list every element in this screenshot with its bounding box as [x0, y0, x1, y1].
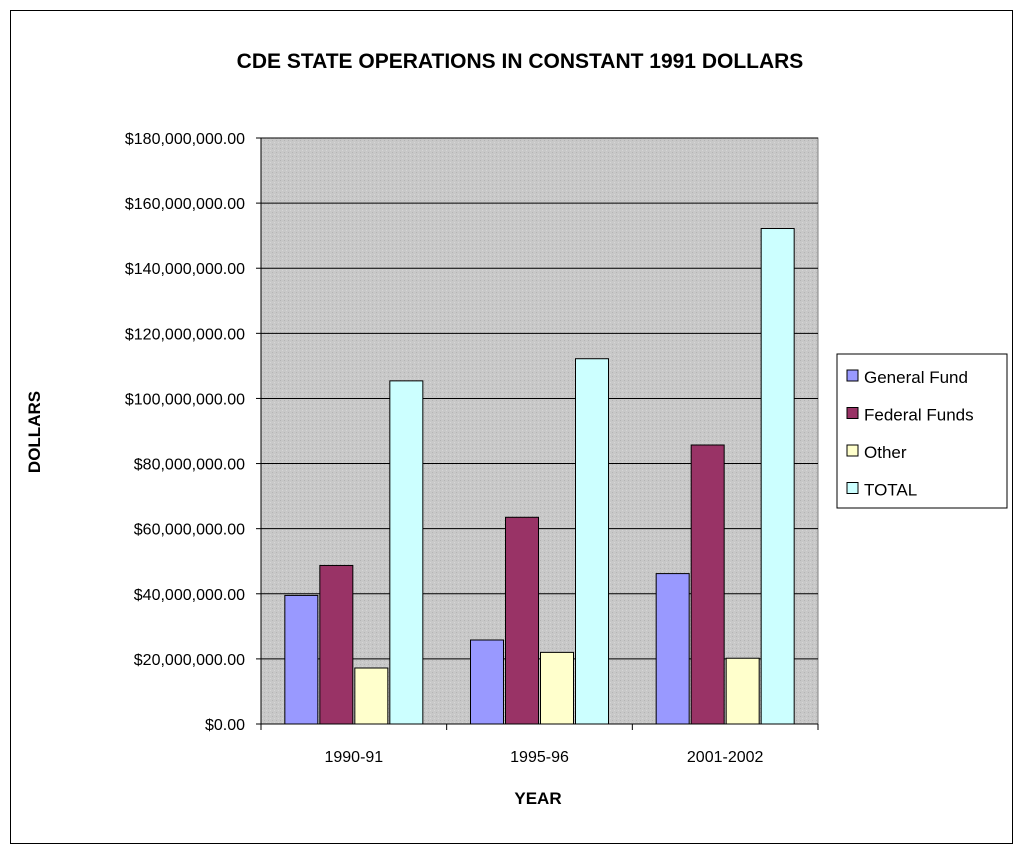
y-tick-label: $80,000,000.00: [134, 457, 245, 474]
y-tick-label: $120,000,000.00: [125, 326, 245, 343]
bar-federal-funds: [319, 564, 354, 725]
y-tick-label: $40,000,000.00: [134, 587, 245, 604]
y-tick-label: $180,000,000.00: [125, 131, 245, 148]
x-axis-ticks: 1990-91 1995-96 2001-2002: [260, 724, 819, 766]
bar-total: [575, 358, 609, 725]
y-tick-label: $20,000,000.00: [134, 652, 245, 669]
legend-swatch: [846, 407, 859, 419]
bar-other: [354, 667, 389, 725]
legend: General Fund Federal Funds Other TOTAL: [836, 353, 1008, 509]
legend-swatch: [846, 482, 859, 494]
bar-general-fund: [284, 594, 319, 725]
y-axis-ticks: $0.00 $20,000,000.00 $40,000,000.00 $60,000…: [125, 131, 261, 734]
bar-total: [389, 380, 424, 725]
x-tick-label: 2001-2002: [687, 749, 764, 766]
legend-label: Other: [864, 443, 907, 462]
x-tick-label: 1990-91: [324, 749, 383, 766]
chart-title: CDE STATE OPERATIONS IN CONSTANT 1991 DO…: [237, 50, 804, 73]
y-tick-label: $0.00: [205, 717, 245, 734]
y-tick-label: $140,000,000.00: [125, 261, 245, 278]
grid-lines: [261, 137, 818, 660]
bar-federal-funds: [505, 516, 539, 725]
bar-other: [540, 651, 574, 725]
legend-label: TOTAL: [864, 481, 917, 500]
x-axis-title: YEAR: [514, 789, 561, 808]
y-axis-title: DOLLARS: [25, 391, 44, 473]
x-tick-label: 1995-96: [510, 749, 569, 766]
y-tick-label: $100,000,000.00: [125, 391, 245, 408]
y-tick-label: $160,000,000.00: [125, 196, 245, 213]
bar-other: [725, 657, 760, 725]
legend-label: General Fund: [864, 368, 968, 387]
legend-swatch: [846, 444, 859, 457]
plot-area: [260, 137, 819, 725]
bar-federal-funds: [690, 444, 725, 725]
bars: [284, 228, 795, 725]
bar-general-fund: [655, 573, 690, 725]
legend-box: [836, 353, 1008, 509]
legend-swatch: [846, 369, 859, 382]
y-tick-label: $60,000,000.00: [134, 522, 245, 539]
bar-total: [760, 228, 795, 725]
legend-label: Federal Funds: [864, 406, 974, 425]
bar-general-fund: [470, 639, 504, 725]
